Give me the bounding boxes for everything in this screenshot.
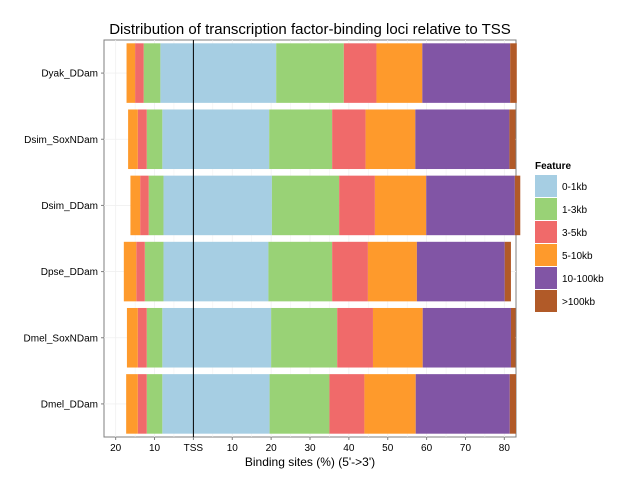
bar-dsim-soxndam-1-3kb-downstream	[269, 109, 333, 170]
bar-dsim-soxndam-1-3kb-upstream	[146, 109, 163, 170]
bar-dmel-soxndam-0-1kb-downstream	[193, 307, 272, 368]
bar-dpse-ddam-1-3kb-downstream	[268, 241, 333, 302]
bars	[123, 43, 521, 434]
bar-dpse-ddam-0-1kb-downstream	[193, 241, 269, 302]
legend-label-3-5kb: 3-5kb	[562, 228, 587, 239]
bar-dsim-soxndam-100kb-downstream	[509, 109, 516, 170]
bar-dmel-soxndam-1-3kb-upstream	[146, 307, 163, 368]
bar-dyak-ddam-0-1kb-upstream	[160, 43, 194, 103]
legend-label-5-10kb: 5-10kb	[562, 251, 593, 262]
legend-label-10-100kb: 10-100kb	[562, 274, 604, 285]
x-tick-label: 80	[499, 443, 511, 454]
bar-dmel-soxndam-3-5kb-upstream	[137, 307, 147, 368]
legend-swatch-5-10kb	[535, 244, 557, 266]
bar-dmel-ddam-1-3kb-upstream	[146, 374, 163, 434]
x-axis-title: Binding sites (%) (5'->3')	[245, 455, 375, 469]
y-tick-label: Dmel_DDam	[41, 399, 98, 410]
bar-dmel-ddam-5-10kb-downstream	[364, 374, 416, 434]
bar-dyak-ddam-100kb-downstream	[510, 43, 517, 103]
bar-dsim-soxndam-3-5kb-upstream	[137, 109, 147, 170]
bar-dyak-ddam-3-5kb-downstream	[343, 43, 377, 103]
chart-title: Distribution of transcription factor-bin…	[109, 21, 511, 38]
x-tick-label: 40	[343, 443, 355, 454]
bar-dsim-ddam-0-1kb-downstream	[193, 175, 272, 236]
bar-dpse-ddam-5-10kb-upstream	[123, 241, 137, 302]
y-axis-ticks: Dyak_DDam Dsim_SoxNDam Dsim_DDam Dpse_DDam D…	[24, 69, 104, 410]
bar-dmel-soxndam-10-100kb-downstream	[422, 307, 511, 368]
bar-dsim-soxndam-5-10kb-downstream	[365, 109, 416, 170]
bar-dmel-ddam-0-1kb-upstream	[162, 374, 194, 434]
legend-label-1-3kb: 1-3kb	[562, 205, 587, 216]
y-tick-label: Dmel_SoxNDam	[24, 333, 98, 344]
bar-dsim-soxndam-0-1kb-upstream	[162, 109, 194, 170]
x-tick-label: 60	[421, 443, 433, 454]
legend-swatch-0-1kb	[535, 175, 557, 197]
x-tick-label: 20	[266, 443, 278, 454]
bar-dmel-ddam-1-3kb-downstream	[269, 374, 330, 434]
bar-dmel-soxndam-5-10kb-downstream	[372, 307, 423, 368]
bar-dpse-ddam-100kb-downstream	[504, 241, 511, 302]
legend-swatch-3-5kb	[535, 221, 557, 243]
y-tick-label: Dsim_SoxNDam	[24, 135, 98, 146]
bar-dpse-ddam-3-5kb-upstream	[136, 241, 145, 302]
y-tick-label: Dyak_DDam	[41, 69, 98, 80]
bar-dsim-soxndam-10-100kb-downstream	[415, 109, 510, 170]
bar-dyak-ddam-5-10kb-downstream	[376, 43, 423, 103]
x-tick-label: 30	[304, 443, 316, 454]
x-tick-label: 20	[110, 443, 122, 454]
y-tick-label: Dpse_DDam	[41, 267, 98, 278]
x-tick-label: 70	[460, 443, 472, 454]
x-tick-label: 10	[149, 443, 161, 454]
bar-dmel-soxndam-100kb-downstream	[510, 307, 516, 368]
legend-swatch-10-100kb	[535, 267, 557, 289]
bar-dmel-ddam-5-10kb-upstream	[126, 374, 138, 434]
bar-dmel-soxndam-3-5kb-downstream	[337, 307, 373, 368]
x-tick-label: 50	[382, 443, 394, 454]
bar-dsim-ddam-100kb-downstream	[514, 175, 521, 236]
bar-dsim-ddam-3-5kb-upstream	[140, 175, 149, 236]
bar-dsim-ddam-1-3kb-upstream	[148, 175, 164, 236]
legend: Feature 0-1kb 1-3kb 3-5kb 5-10kb 10-100kb >10…	[535, 161, 604, 312]
bar-dsim-ddam-1-3kb-downstream	[271, 175, 340, 236]
bar-dsim-ddam-10-100kb-downstream	[426, 175, 515, 236]
legend-swatch-1-3kb	[535, 198, 557, 220]
bar-dyak-ddam-0-1kb-downstream	[193, 43, 277, 103]
bar-dyak-ddam-1-3kb-upstream	[143, 43, 161, 103]
legend-label-0-1kb: 0-1kb	[562, 182, 587, 193]
legend-label-100kb: >100kb	[562, 297, 596, 308]
bar-dsim-soxndam-3-5kb-downstream	[332, 109, 366, 170]
bar-dpse-ddam-0-1kb-upstream	[163, 241, 194, 302]
bar-dpse-ddam-3-5kb-downstream	[332, 241, 368, 302]
bar-dpse-ddam-10-100kb-downstream	[416, 241, 505, 302]
legend-swatch-100kb	[535, 290, 557, 312]
bar-dsim-soxndam-0-1kb-downstream	[193, 109, 270, 170]
bar-dpse-ddam-5-10kb-downstream	[367, 241, 417, 302]
bar-dmel-ddam-3-5kb-upstream	[137, 374, 147, 434]
bar-dmel-soxndam-0-1kb-upstream	[162, 307, 194, 368]
bar-dmel-ddam-0-1kb-downstream	[193, 374, 270, 434]
bar-dyak-ddam-1-3kb-downstream	[276, 43, 344, 103]
legend-title: Feature	[535, 161, 572, 172]
bar-dmel-ddam-100kb-downstream	[509, 374, 516, 434]
x-axis-ticks: 20 10 TSS 10 20 30 40 50 60 70 80	[110, 437, 510, 454]
bar-dsim-ddam-5-10kb-downstream	[374, 175, 427, 236]
bar-dyak-ddam-5-10kb-upstream	[126, 43, 136, 103]
bar-dsim-soxndam-5-10kb-upstream	[128, 109, 138, 170]
bar-dyak-ddam-10-100kb-downstream	[422, 43, 511, 103]
bar-dmel-ddam-3-5kb-downstream	[329, 374, 365, 434]
x-tick-label: 10	[227, 443, 239, 454]
bar-dsim-ddam-0-1kb-upstream	[163, 175, 194, 236]
x-tick-label: TSS	[184, 443, 204, 454]
bar-dmel-ddam-10-100kb-downstream	[415, 374, 510, 434]
y-tick-label: Dsim_DDam	[41, 201, 98, 212]
bar-dsim-ddam-3-5kb-downstream	[339, 175, 375, 236]
bar-dpse-ddam-1-3kb-upstream	[144, 241, 164, 302]
bar-dsim-ddam-5-10kb-upstream	[130, 175, 141, 236]
bar-dmel-soxndam-5-10kb-upstream	[126, 307, 138, 368]
bar-dyak-ddam-3-5kb-upstream	[135, 43, 144, 103]
bar-dmel-soxndam-1-3kb-downstream	[271, 307, 338, 368]
